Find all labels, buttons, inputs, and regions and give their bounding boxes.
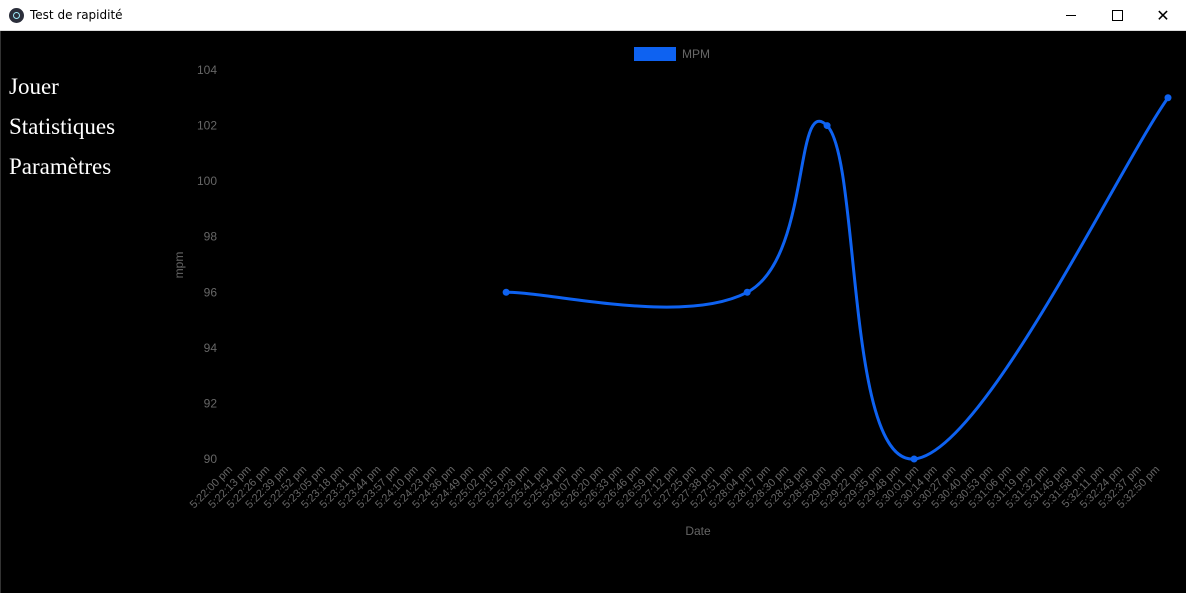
maximize-button[interactable] — [1094, 0, 1140, 30]
menu-item-statistiques[interactable]: Statistiques — [9, 114, 116, 139]
minimize-icon — [1066, 14, 1076, 16]
title-bar[interactable]: Test de rapidité ✕ — [0, 0, 1186, 31]
menu-item-parametres[interactable]: Paramètres — [9, 154, 112, 179]
window-title: Test de rapidité — [30, 8, 123, 22]
main-menu: Jouer Statistiques Paramètres — [9, 67, 115, 187]
menu-item-jouer[interactable]: Jouer — [9, 74, 59, 99]
maximize-icon — [1111, 9, 1123, 21]
close-icon: ✕ — [1156, 5, 1170, 25]
app-content: Jouer Statistiques Paramètres — [0, 31, 1186, 593]
electron-app-icon — [9, 8, 24, 23]
minimize-button[interactable] — [1048, 0, 1094, 30]
close-button[interactable]: ✕ — [1140, 0, 1186, 30]
